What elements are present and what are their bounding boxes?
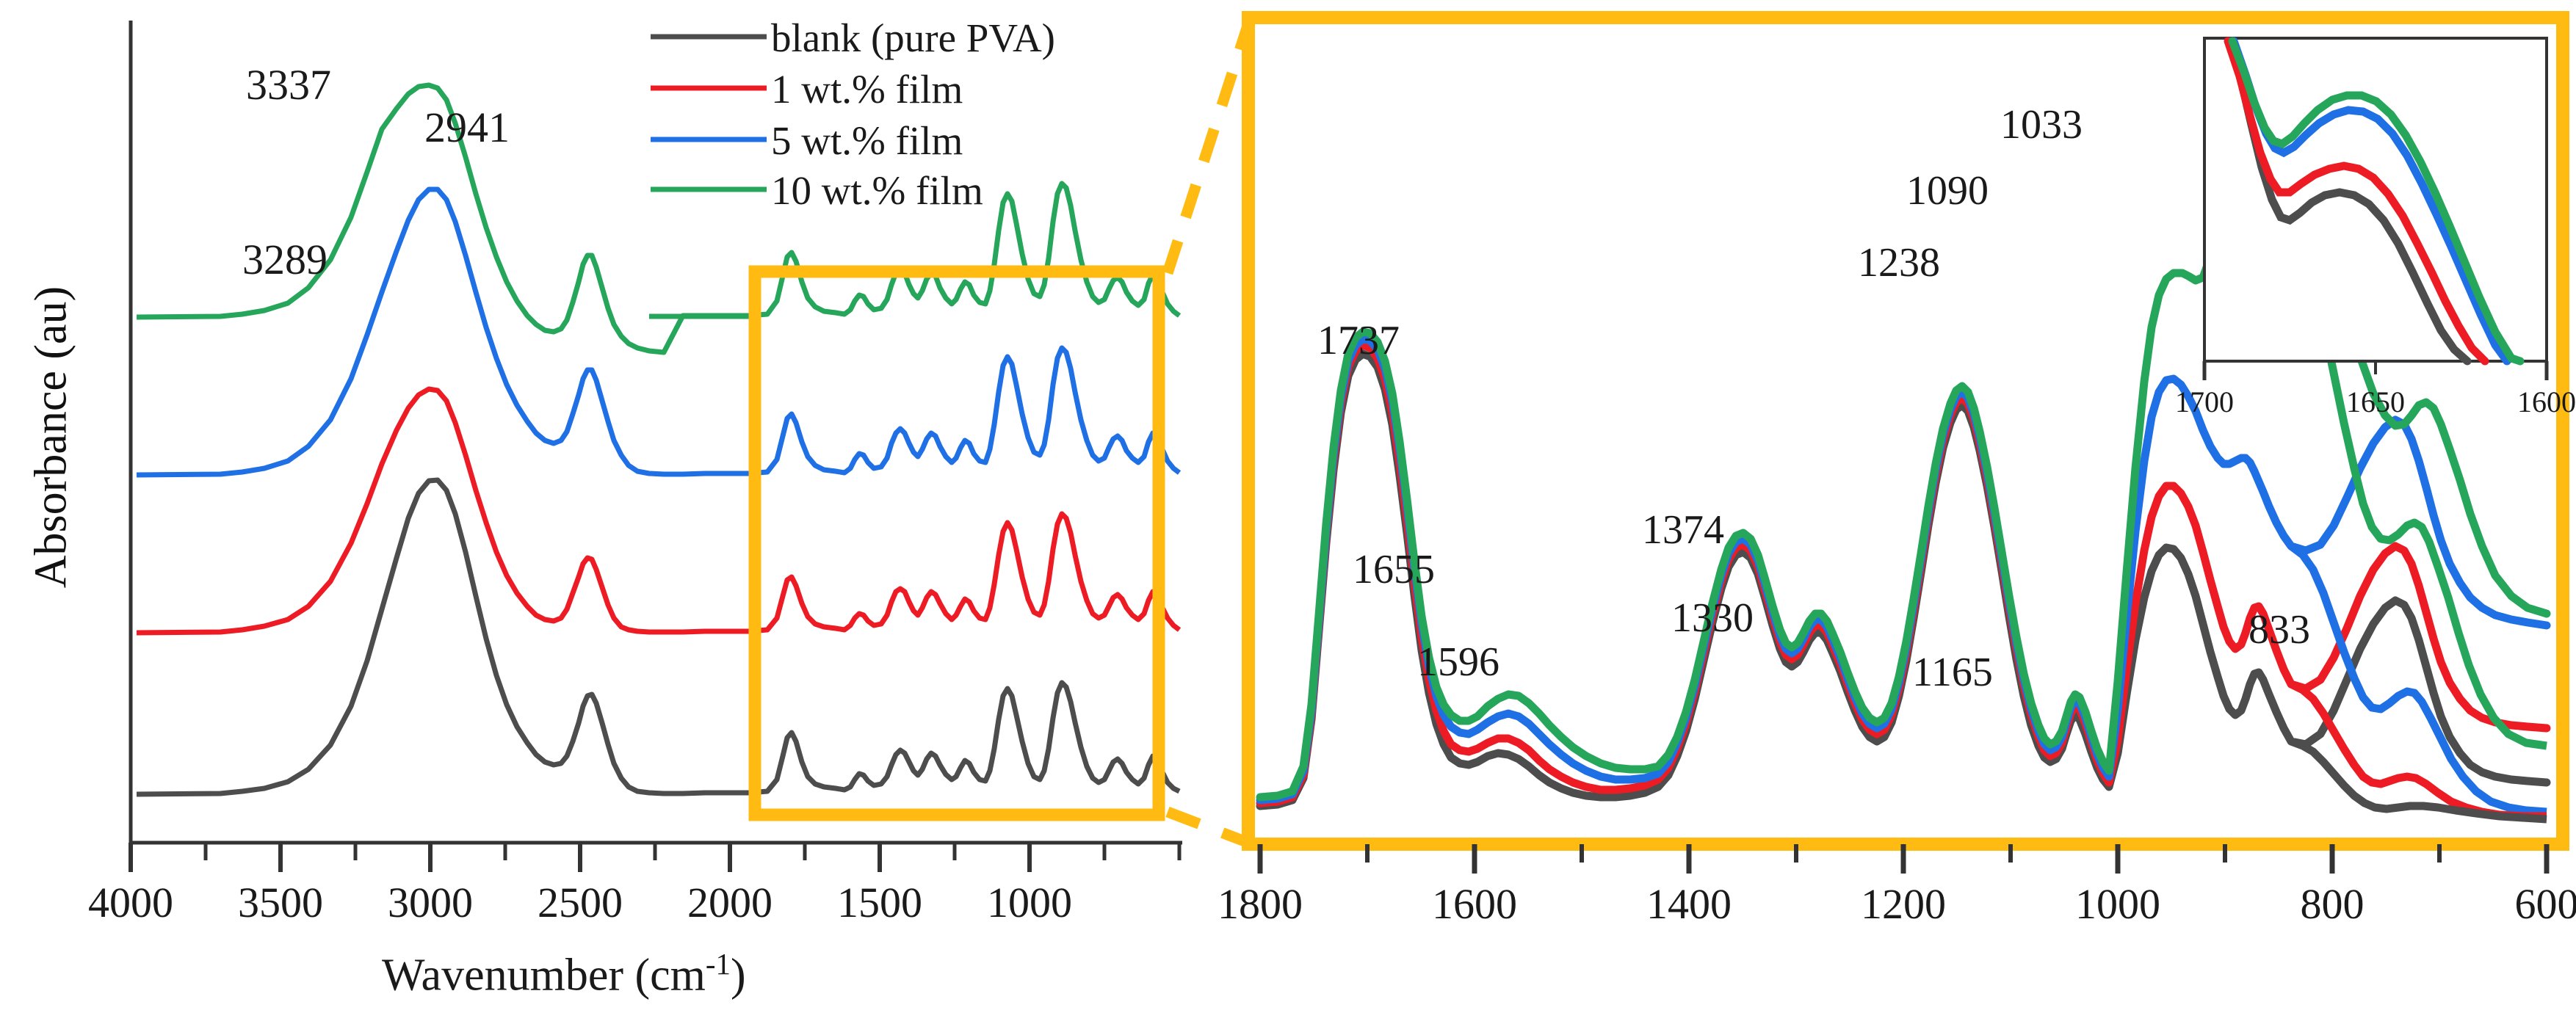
x-axis-title-exponent: -1 <box>705 948 731 981</box>
left-xtick-2500: 2500 <box>538 879 623 926</box>
right-xtick-800: 800 <box>2300 880 2365 928</box>
right-peak-label-1737: 1737 <box>1317 318 1400 363</box>
right-peak-label-1090: 1090 <box>1906 168 1989 214</box>
right-xtick-600: 600 <box>2514 880 2576 928</box>
right-xtick-1800: 1800 <box>1218 880 1303 928</box>
right-peak-label-1033: 1033 <box>2000 102 2083 148</box>
inset-xtick-1700: 1700 <box>2175 385 2234 418</box>
right-peak-label-1238: 1238 <box>1858 240 1940 286</box>
left-xtick-3000: 3000 <box>388 879 473 926</box>
x-axis-title-tail: ) <box>730 950 746 1001</box>
left-curve-1wt <box>136 386 1182 636</box>
right-curve-blank-tail <box>2290 737 2547 824</box>
left-xtick-1000: 1000 <box>987 879 1072 926</box>
right-x-ticks <box>1257 844 2550 874</box>
right-xtick-1600: 1600 <box>1432 880 1517 928</box>
left-xtick-2000: 2000 <box>687 879 773 926</box>
right-xtick-1400: 1400 <box>1646 880 1732 928</box>
left-xtick-3500: 3500 <box>238 879 323 926</box>
inset-xtick-1600: 1600 <box>2517 385 2576 418</box>
left-x-ticks <box>129 843 1182 872</box>
right-xtick-1000: 1000 <box>2075 880 2160 928</box>
left-xtick-1500: 1500 <box>837 879 922 926</box>
inset-curve-10wt <box>2228 37 2525 366</box>
legend-item-1wt[interactable]: 1 wt.% film <box>771 67 963 112</box>
right-xtick-1200: 1200 <box>1861 880 1946 928</box>
right-peak-label-1374: 1374 <box>1642 507 1724 553</box>
legend-item-5wt[interactable]: 5 wt.% film <box>771 118 963 163</box>
left-x-axis-title: Wavenumber (cm-1) <box>382 947 746 1002</box>
peak-label-3337: 3337 <box>246 61 331 109</box>
left-panel-plot <box>129 21 1182 872</box>
right-peak-label-1330: 1330 <box>1671 595 1754 641</box>
inset-x-ticks <box>2202 361 2549 380</box>
right-peak-label-833: 833 <box>2248 607 2310 653</box>
inset-xtick-1650: 1650 <box>2346 385 2405 418</box>
peak-label-2941: 2941 <box>424 104 510 151</box>
zoom-selection-box[interactable] <box>748 265 1165 821</box>
x-axis-title-main: Wavenumber (cm <box>382 950 706 1001</box>
inset-frame <box>2203 37 2548 363</box>
peak-label-3289: 3289 <box>242 236 328 283</box>
legend-item-10wt[interactable]: 10 wt.% film <box>771 168 983 213</box>
left-curve-10wt <box>136 82 1182 355</box>
legend-swatches <box>651 34 767 192</box>
inset-curve-1wt <box>2224 37 2489 366</box>
right-peak-label-1596: 1596 <box>1417 639 1499 685</box>
legend-item-blank[interactable]: blank (pure PVA) <box>771 15 1055 60</box>
right-peak-label-1165: 1165 <box>1912 650 1993 695</box>
right-peak-label-1655: 1655 <box>1353 547 1435 592</box>
left-curve-5wt <box>136 186 1182 478</box>
right-curve-10wt-tail <box>2290 219 2547 750</box>
left-xtick-4000: 4000 <box>88 879 173 926</box>
left-curve-blank <box>136 477 1181 797</box>
inset-curve-blank <box>2225 37 2472 366</box>
right-curve-5wt-tail <box>2288 542 2547 816</box>
